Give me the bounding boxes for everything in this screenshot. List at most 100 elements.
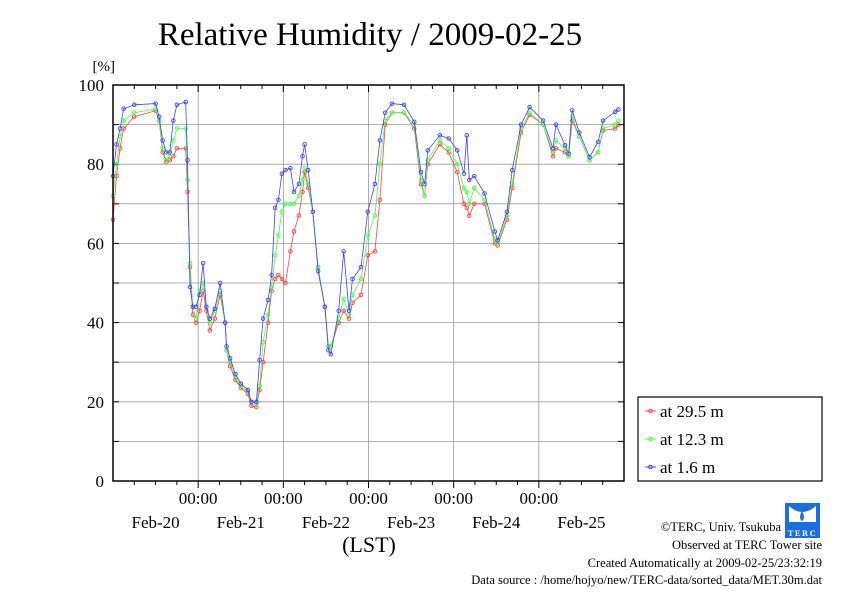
data-point bbox=[336, 308, 341, 313]
data-point bbox=[288, 249, 293, 254]
data-point bbox=[302, 165, 307, 171]
data-point bbox=[418, 177, 424, 183]
data-point bbox=[365, 209, 371, 214]
data-point bbox=[471, 201, 477, 207]
data-point bbox=[174, 146, 180, 151]
data-point bbox=[197, 292, 202, 298]
data-point bbox=[461, 171, 467, 176]
data-point bbox=[350, 276, 355, 282]
legend: at 29.5 m at 12.3 m at 1.6 m bbox=[637, 396, 823, 482]
data-point bbox=[156, 114, 162, 119]
series-line bbox=[112, 101, 619, 403]
x-day-label: Feb-25 bbox=[557, 513, 605, 532]
data-point bbox=[187, 284, 193, 290]
data-point bbox=[207, 328, 213, 333]
data-point bbox=[372, 181, 378, 187]
data-point bbox=[365, 233, 371, 238]
data-point bbox=[296, 213, 302, 218]
data-point bbox=[163, 157, 169, 163]
data-point bbox=[167, 150, 173, 155]
copyright-text: ©TERC, Univ. Tsukuba bbox=[661, 520, 782, 534]
data-point bbox=[121, 106, 126, 112]
data-point bbox=[566, 154, 571, 159]
x-day-label: Feb-21 bbox=[217, 513, 265, 532]
data-point bbox=[377, 161, 383, 167]
legend-marker bbox=[648, 436, 653, 442]
data-point bbox=[288, 165, 293, 171]
data-point bbox=[291, 229, 297, 234]
y-tick-labels: 0 20 40 60 80 100 bbox=[79, 76, 105, 491]
data-point bbox=[461, 201, 467, 207]
data-point bbox=[437, 138, 443, 143]
data-point bbox=[222, 320, 228, 325]
data-point bbox=[283, 280, 288, 286]
data-point bbox=[389, 101, 395, 106]
data-point bbox=[422, 181, 427, 187]
data-point bbox=[577, 130, 582, 135]
data-point bbox=[300, 154, 305, 159]
data-point bbox=[341, 308, 346, 313]
data-point bbox=[425, 157, 431, 163]
data-point bbox=[207, 316, 213, 321]
chart-title: Relative Humidity / 2009-02-25 bbox=[158, 17, 582, 53]
data-point bbox=[612, 109, 618, 115]
data-point bbox=[401, 110, 407, 115]
y-axis-label: [%] bbox=[93, 59, 116, 75]
data-point bbox=[418, 169, 424, 175]
data-point bbox=[504, 209, 510, 214]
data-point bbox=[616, 118, 621, 123]
data-point bbox=[454, 161, 460, 167]
data-point bbox=[249, 399, 254, 405]
data-point bbox=[467, 213, 472, 218]
data-point bbox=[446, 146, 451, 151]
data-point bbox=[389, 110, 395, 115]
data-point bbox=[296, 181, 302, 187]
data-point bbox=[291, 201, 297, 207]
data-point bbox=[283, 167, 288, 173]
data-point bbox=[454, 148, 460, 153]
data-point bbox=[305, 167, 311, 173]
data-point bbox=[341, 249, 346, 254]
data-point bbox=[467, 177, 472, 183]
data-point bbox=[595, 139, 601, 145]
data-point bbox=[183, 126, 188, 131]
data-point bbox=[132, 102, 137, 108]
data-point bbox=[492, 237, 498, 242]
data-point bbox=[254, 399, 259, 405]
data-point bbox=[265, 312, 271, 317]
x-day-label: Feb-22 bbox=[302, 513, 350, 532]
data-point bbox=[187, 260, 193, 266]
data-point bbox=[300, 177, 305, 183]
observed-text: Observed at TERC Tower site bbox=[672, 538, 822, 552]
created-text: Created Automatically at 2009-02-25/23:3… bbox=[588, 556, 822, 570]
data-point bbox=[471, 173, 477, 179]
data-point bbox=[171, 118, 176, 123]
svg-text:TERC: TERC bbox=[788, 528, 818, 538]
data-point bbox=[372, 213, 378, 218]
data-point bbox=[467, 201, 472, 207]
legend-item: at 29.5 m bbox=[645, 402, 724, 421]
data-point bbox=[193, 316, 199, 321]
data-point bbox=[425, 148, 431, 153]
data-point bbox=[260, 316, 266, 321]
data-point bbox=[346, 308, 352, 313]
data-point bbox=[257, 357, 262, 363]
data-point bbox=[283, 201, 288, 207]
x-time-label: 00:00 bbox=[434, 489, 473, 508]
y-tick-label: 40 bbox=[87, 314, 104, 333]
data-point bbox=[183, 99, 188, 105]
data-point bbox=[518, 122, 524, 127]
x-day-label: Feb-20 bbox=[131, 513, 179, 532]
data-point bbox=[217, 280, 223, 286]
x-day-label: Feb-23 bbox=[387, 513, 435, 532]
plot-frame bbox=[112, 84, 625, 482]
y-tick-label: 100 bbox=[79, 76, 105, 95]
data-point bbox=[422, 193, 427, 199]
data-point bbox=[358, 292, 364, 298]
data-point bbox=[540, 118, 546, 123]
data-point bbox=[245, 387, 251, 393]
series-line bbox=[112, 108, 619, 405]
data-point bbox=[114, 142, 119, 147]
data-point bbox=[204, 304, 209, 310]
